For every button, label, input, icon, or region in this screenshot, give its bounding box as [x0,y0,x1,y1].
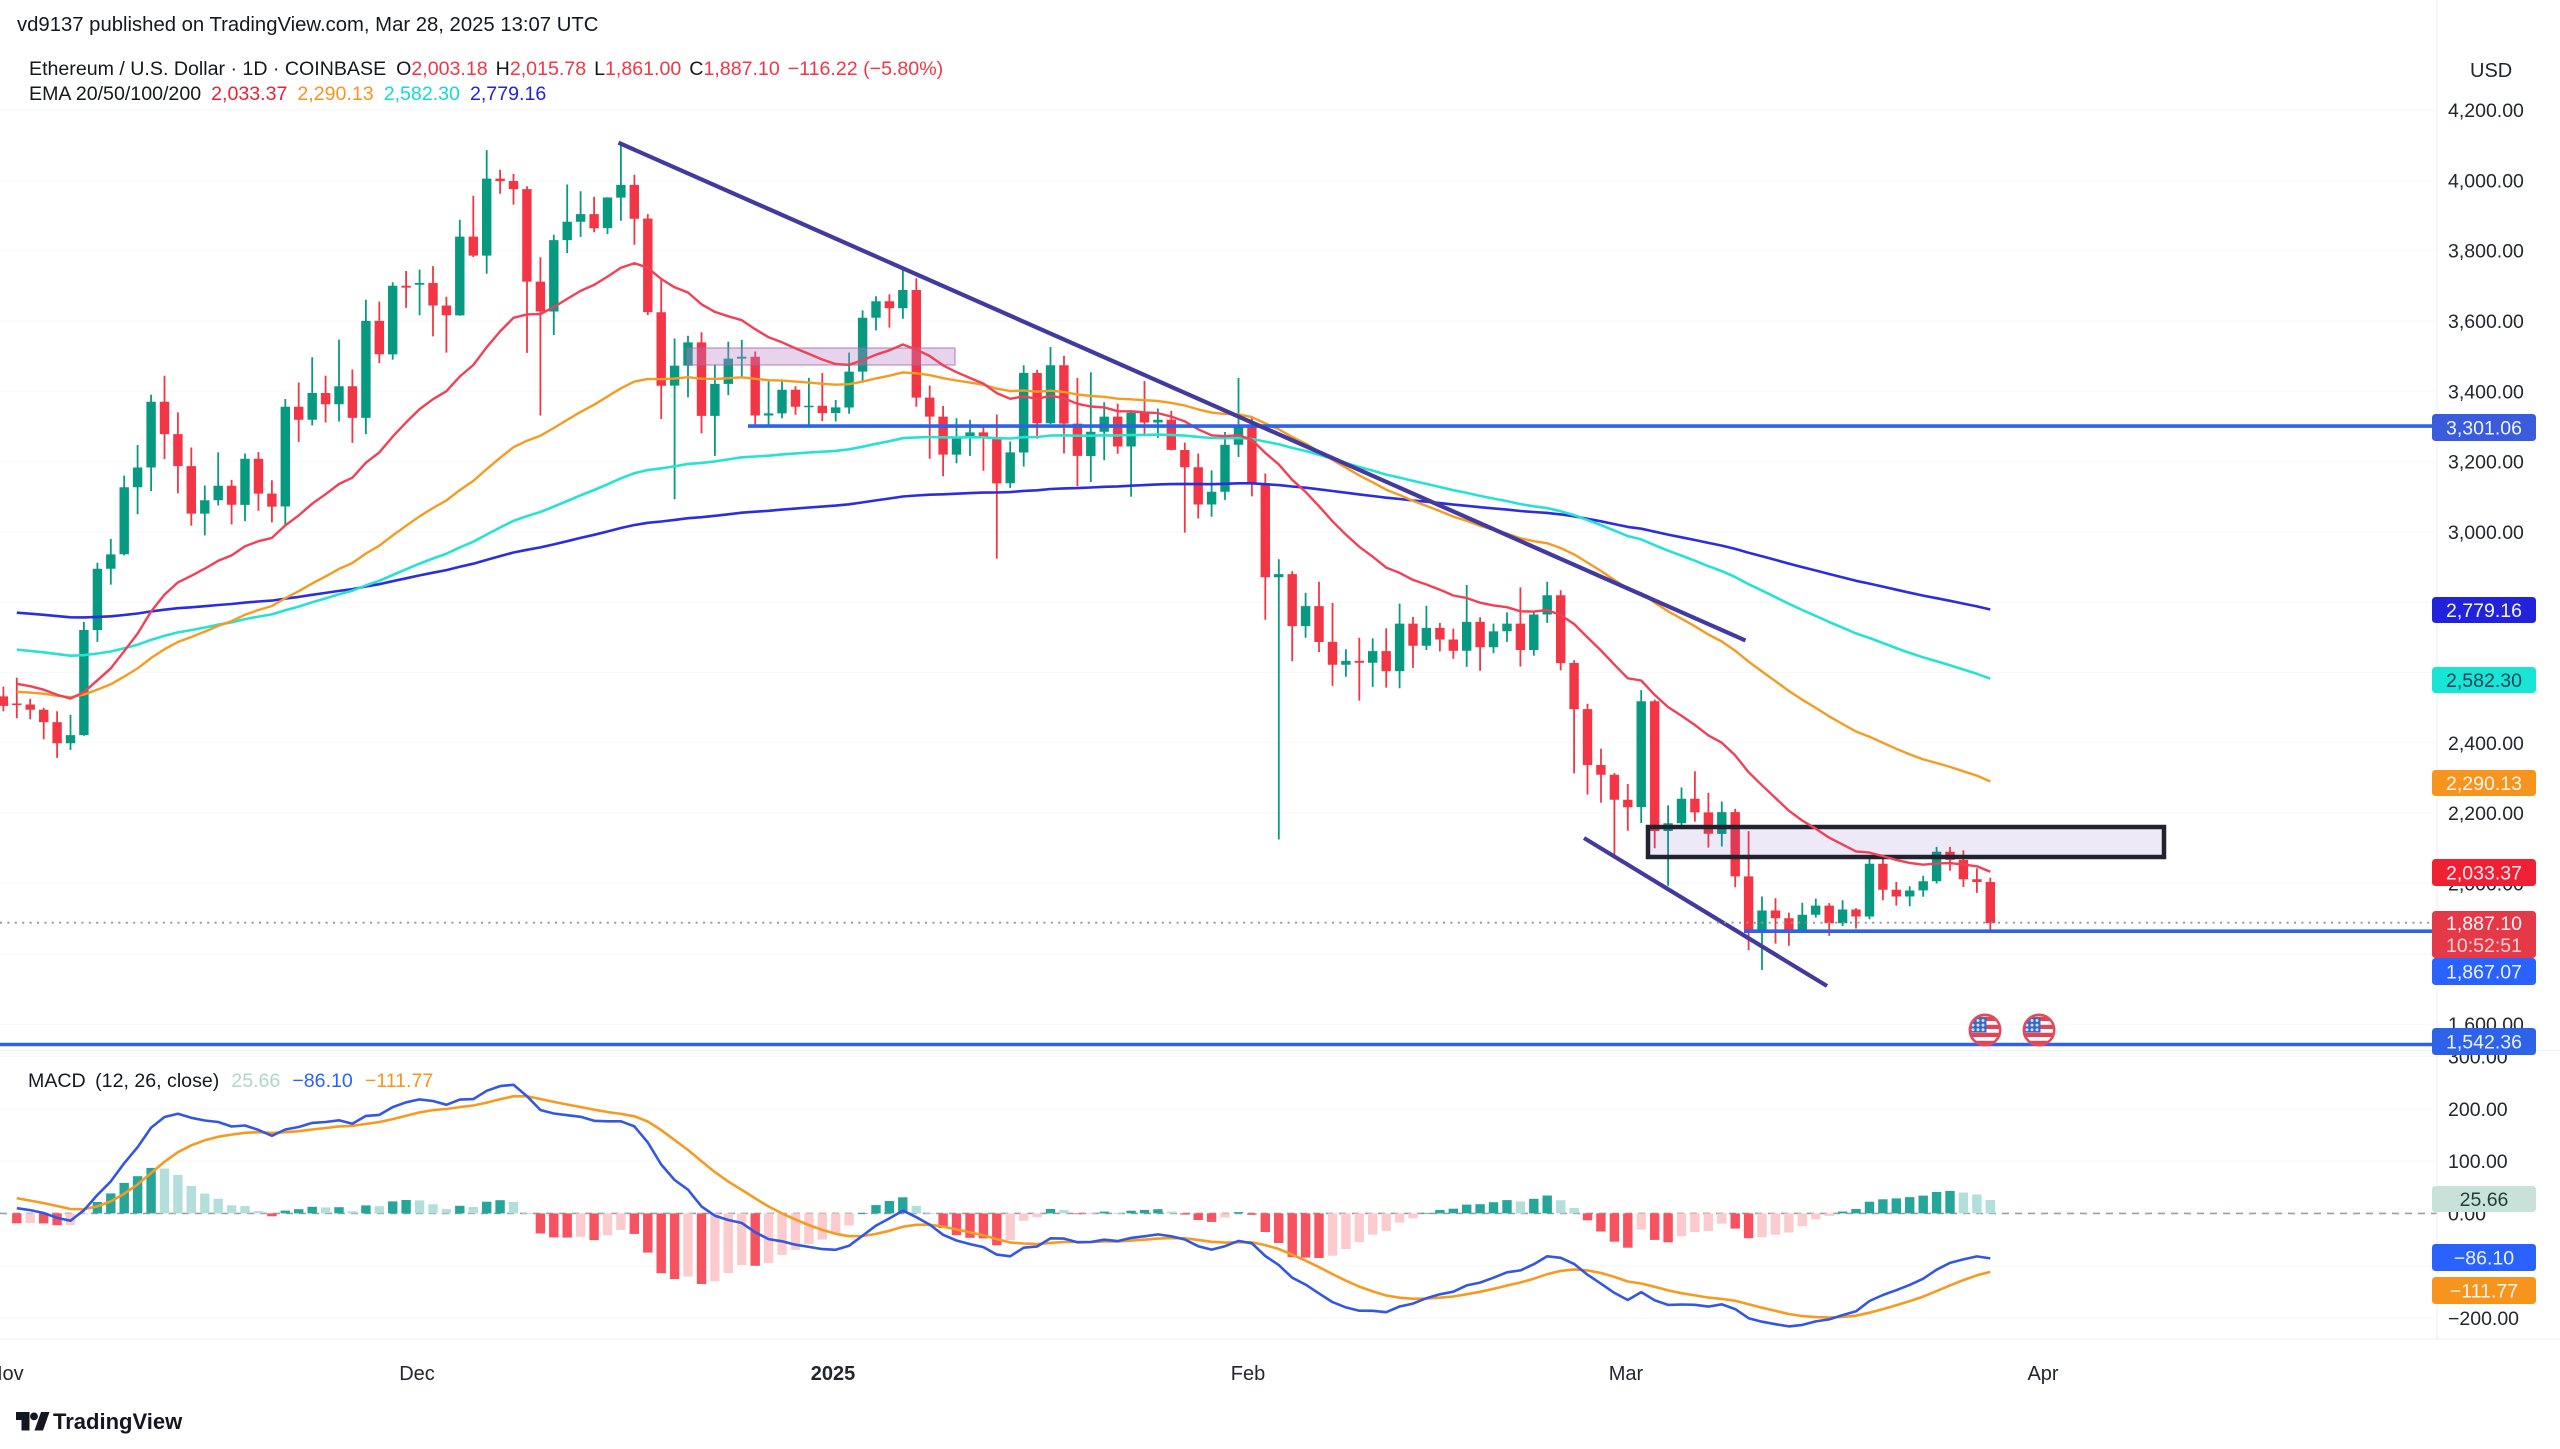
svg-text:2025: 2025 [811,1363,856,1385]
svg-text:2,200.00: 2,200.00 [2448,803,2524,825]
svg-text:Mar: Mar [1609,1363,1644,1385]
svg-text:Apr: Apr [2027,1363,2058,1385]
svg-text:100.00: 100.00 [2448,1151,2508,1173]
svg-text:3,600.00: 3,600.00 [2448,311,2524,333]
svg-text:4,200.00: 4,200.00 [2448,100,2524,122]
svg-text:3,301.06: 3,301.06 [2446,418,2522,440]
svg-text:TradingView: TradingView [53,1409,183,1434]
svg-text:3,400.00: 3,400.00 [2448,381,2524,403]
svg-text:2,582.30: 2,582.30 [2446,670,2522,692]
svg-text:−86.10: −86.10 [2454,1248,2514,1270]
svg-text:Ethereum / U.S. Dollar · 1D ·: Ethereum / U.S. Dollar · 1D · COINBASE O2… [29,58,943,80]
svg-text:1,867.07: 1,867.07 [2446,962,2522,984]
svg-text:Feb: Feb [1231,1363,1265,1385]
svg-text:USD: USD [2470,60,2512,82]
svg-text:3,200.00: 3,200.00 [2448,452,2524,474]
svg-text:Nov: Nov [0,1363,24,1385]
svg-text:2,400.00: 2,400.00 [2448,733,2524,755]
svg-text:200.00: 200.00 [2448,1099,2508,1121]
svg-text:−111.77: −111.77 [2450,1281,2518,1303]
svg-text:2,779.16: 2,779.16 [2446,600,2522,622]
svg-text:3,000.00: 3,000.00 [2448,522,2524,544]
svg-text:−200.00: −200.00 [2448,1308,2519,1330]
svg-text:3,800.00: 3,800.00 [2448,241,2524,263]
svg-text:4,000.00: 4,000.00 [2448,170,2524,192]
svg-text:1,542.36: 1,542.36 [2446,1032,2522,1054]
svg-text:10:52:51: 10:52:51 [2446,935,2522,957]
svg-text:MACD (12, 26, close)25.66−86.1: MACD (12, 26, close) 25.66 −86.10 −111.77 [28,1070,433,1092]
svg-text:1,887.10: 1,887.10 [2446,913,2522,935]
svg-text:2,033.37: 2,033.37 [2446,863,2522,885]
svg-text:2,290.13: 2,290.13 [2446,773,2522,795]
svg-text:Dec: Dec [399,1363,435,1385]
svg-text:vd9137 published on TradingVie: vd9137 published on TradingView.com, Mar… [17,14,598,36]
svg-text:25.66: 25.66 [2460,1189,2509,1211]
